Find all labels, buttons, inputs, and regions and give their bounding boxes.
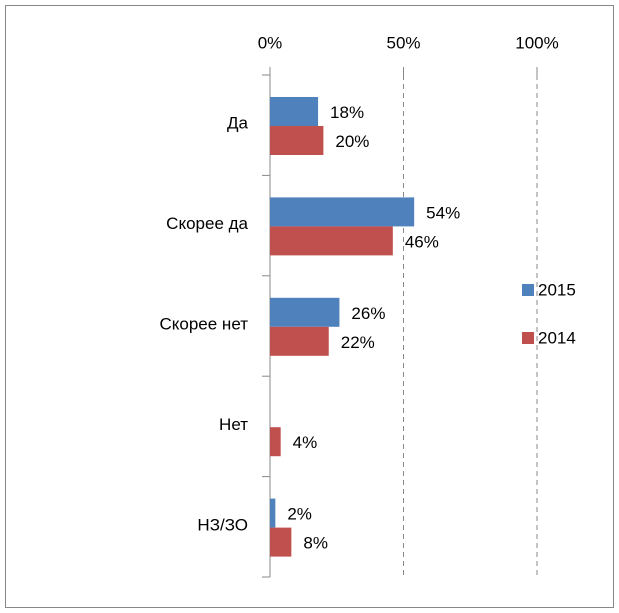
x-tick-label: 100% <box>515 33 558 52</box>
legend-label: 2014 <box>538 328 576 347</box>
data-label: 26% <box>351 304 385 323</box>
y-tick-label: НЗ/ЗО <box>197 515 248 534</box>
x-tick-label: 50% <box>386 33 420 52</box>
data-label: 54% <box>426 203 460 222</box>
bar <box>270 97 319 126</box>
y-tick-label: Скорее да <box>166 214 248 233</box>
bar <box>270 226 393 256</box>
bar <box>270 527 292 557</box>
bar <box>270 498 276 528</box>
bar <box>270 126 324 155</box>
legend-swatch <box>522 332 534 344</box>
data-label: 46% <box>405 232 439 251</box>
data-label: 8% <box>303 534 328 553</box>
bar <box>270 427 281 457</box>
bar <box>270 297 340 327</box>
legend-swatch <box>522 284 534 296</box>
data-label: 18% <box>330 103 364 122</box>
data-label: 2% <box>287 505 312 524</box>
bar <box>270 326 329 356</box>
y-tick-label: Скорее нет <box>159 314 248 333</box>
y-tick-label: Нет <box>219 415 248 434</box>
data-label: 4% <box>293 433 318 452</box>
x-tick-label: 0% <box>258 33 283 52</box>
bar <box>270 197 415 227</box>
data-label: 22% <box>341 333 375 352</box>
legend-label: 2015 <box>538 280 576 299</box>
data-label: 20% <box>335 132 369 151</box>
y-tick-label: Да <box>227 114 249 133</box>
